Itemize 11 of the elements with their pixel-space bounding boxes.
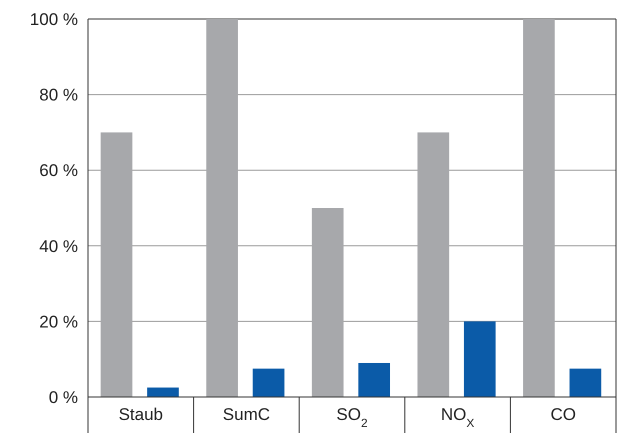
y-tick-label: 20 % <box>39 312 78 332</box>
y-tick-label: 100 % <box>30 10 78 29</box>
x-tick-label: Staub <box>118 405 164 424</box>
x-tick-label: CO <box>550 405 576 424</box>
x-tick-label: SO$_{2}$ <box>336 405 368 430</box>
y-tick-label: 40 % <box>39 236 78 256</box>
y-tick-label: 80 % <box>39 86 78 105</box>
y-tick-label: 60 % <box>39 161 78 180</box>
y-tick-label: 0 % <box>48 388 78 407</box>
x-tick-label: NO$_{X}$ <box>440 405 474 430</box>
x-tick-label: SumC <box>222 405 270 424</box>
